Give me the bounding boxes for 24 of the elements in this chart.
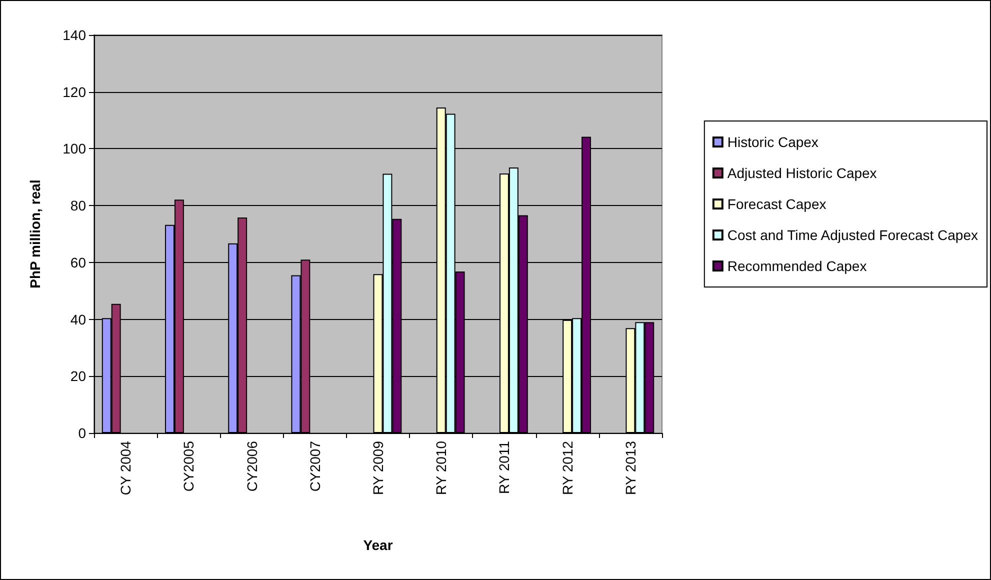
- legend-label: Cost and Time Adjusted Forecast Capex: [727, 227, 978, 243]
- y-tick-label: 0: [78, 425, 86, 441]
- y-tick-label: 120: [62, 84, 86, 100]
- x-tick-label: CY2005: [180, 440, 197, 492]
- x-tick-label: RY 2011: [496, 440, 512, 494]
- y-axis-title: PhP million, real: [27, 180, 43, 288]
- y-tick-label: 40: [70, 311, 86, 328]
- y-tick-label: 20: [70, 368, 86, 384]
- legend-label: Recommended Capex: [727, 258, 867, 274]
- y-tick-label: 100: [62, 140, 86, 157]
- y-tick-label: 140: [62, 27, 86, 43]
- x-tick-label: CY 2004: [118, 440, 134, 496]
- x-tick-label: CY2006: [244, 440, 260, 492]
- legend-label: Forecast Capex: [727, 196, 826, 212]
- y-tick-label: 60: [70, 254, 86, 270]
- x-axis-title: Year: [363, 537, 394, 553]
- x-tick-label: CY2007: [306, 440, 323, 492]
- x-tick-label: RY 2010: [433, 440, 450, 495]
- x-tick-label: RY 2013: [622, 440, 638, 495]
- x-tick-label: RY 2012: [559, 440, 576, 495]
- legend-label: Adjusted Historic Capex: [727, 165, 877, 181]
- x-tick-label: RY 2009: [370, 440, 386, 495]
- legend-label: Historic Capex: [727, 134, 818, 150]
- y-tick-label: 80: [70, 198, 86, 214]
